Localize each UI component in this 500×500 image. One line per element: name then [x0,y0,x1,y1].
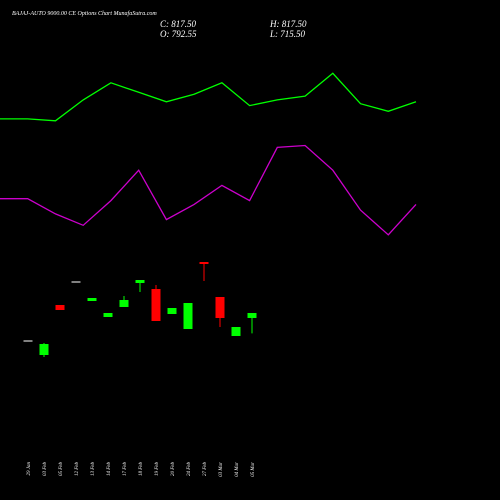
candle-body [215,297,225,318]
x-tick-label: 04 Mar [235,462,240,477]
candle-body [87,298,97,301]
candle-body [55,305,65,310]
x-tick-label: 05 Feb [59,462,64,477]
x-tick-label: 20 Feb [171,462,176,477]
high-label: H: 817.50 [269,19,307,29]
x-tick-label: 27 Feb [203,462,208,477]
candle-body [23,340,33,342]
candle-body [247,313,257,318]
candle-body [231,327,241,336]
indicator-line [0,72,417,122]
close-label: C: 817.50 [160,19,197,29]
candle-body [119,300,129,307]
indicator-line [0,144,417,236]
x-tick-label: 29 Jan [27,462,32,476]
chart-title: BAJAJ-AUTO 9000.00 CE Options Chart Muna… [12,10,157,17]
candle-body [135,280,145,283]
x-tick-label: 05 Mar [251,462,256,477]
candle-body [39,344,49,355]
candle-body [71,281,81,283]
x-tick-label: 03 Feb [43,462,48,477]
x-tick-label: 18 Feb [139,462,144,477]
candle-body [199,262,209,264]
candle-body [183,303,193,329]
x-tick-label: 14 Feb [107,462,112,477]
candle-body [167,308,177,314]
candle-body [151,289,161,321]
candle-body [103,313,113,317]
x-tick-label: 13 Feb [91,462,96,477]
x-tick-label: 03 Mar [219,462,224,477]
x-tick-label: 17 Feb [123,462,128,477]
low-label: L: 715.50 [269,29,306,39]
x-tick-label: 12 Feb [75,462,80,477]
x-tick-label: 19 Feb [155,462,160,477]
open-label: O: 792.55 [160,29,197,39]
x-tick-label: 24 Feb [187,462,192,477]
